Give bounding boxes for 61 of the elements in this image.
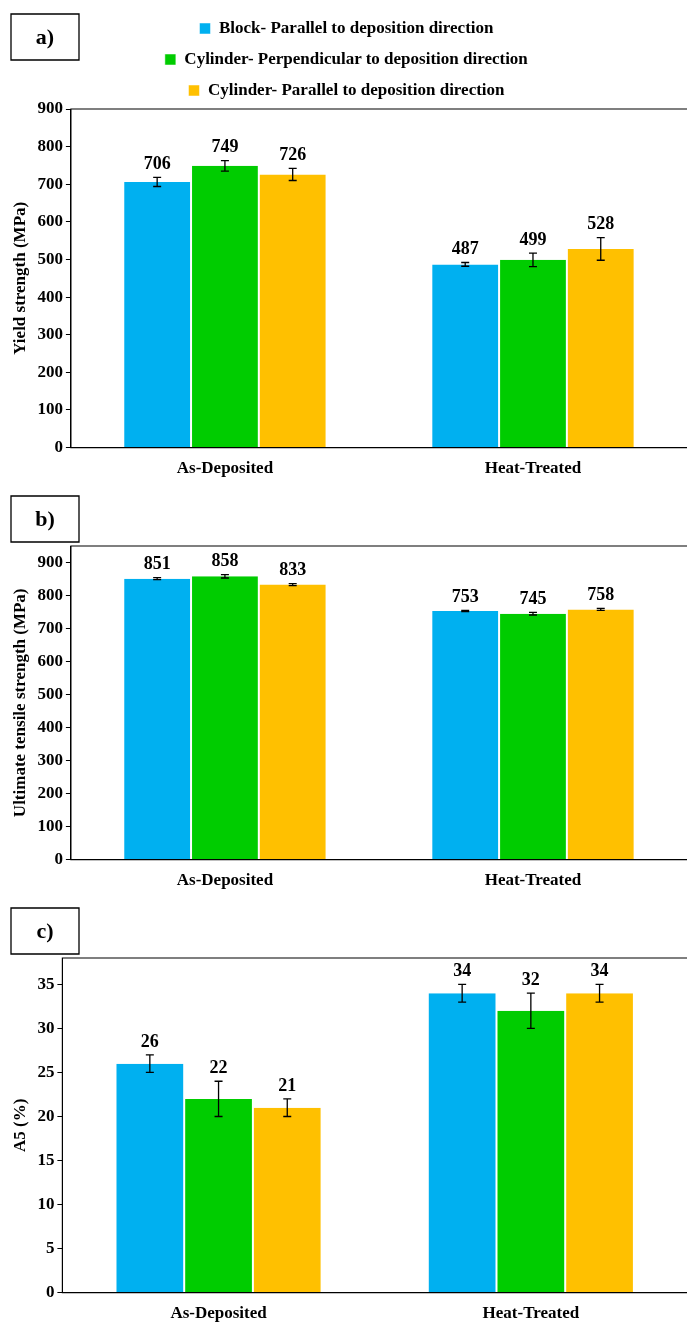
x-tick-label: As-Deposited [176,870,274,890]
data-label: 34 [590,960,609,981]
data-label: 22 [209,1056,228,1077]
y-tick-label: 400 [37,286,63,306]
y-tick-label: 10 [37,1193,55,1213]
y-tick-label: 300 [37,749,63,769]
y-tick-label: 800 [37,136,63,156]
data-label: 749 [211,136,239,157]
y-tick-label: 0 [54,848,63,868]
y-tick-label: 700 [37,173,63,193]
y-tick-label: 0 [45,1281,55,1301]
x-tick-label: As-Deposited [176,458,274,478]
data-label: 528 [587,213,615,234]
x-tick-label: Heat-Treated [484,870,582,890]
y-tick-label: 30 [37,1017,55,1037]
y-axis-title: Ultimate tensile strength (MPa) [9,588,29,818]
data-label: 858 [211,550,239,571]
y-tick-label: 0 [54,436,63,456]
y-tick-label: 100 [37,815,63,835]
y-tick-label: 20 [37,1105,55,1125]
y-tick-label: 500 [37,683,63,703]
data-label: 32 [521,968,540,989]
data-label: 487 [451,238,479,259]
data-label: 34 [453,960,472,981]
y-tick-label: 25 [37,1061,55,1081]
y-tick-label: 600 [37,211,63,231]
data-label: 758 [587,584,615,605]
data-label: 26 [140,1030,159,1051]
legend-label: Cylinder- Parallel to deposition direction [207,79,506,99]
legend-label: Block- Parallel to deposition direction [219,17,495,37]
data-label: 745 [519,588,547,609]
y-axis-title: A5 (%) [9,1098,29,1152]
data-label: 726 [279,144,307,165]
data-label: 753 [451,586,479,607]
x-tick-label: Heat-Treated [482,1303,580,1323]
data-label: 706 [143,153,171,174]
y-tick-label: 5 [45,1237,55,1257]
data-label: 499 [519,228,547,249]
chart-title: a) [35,23,55,49]
chart-title: b) [35,505,55,531]
y-tick-label: 200 [37,782,63,802]
legend-label: Cylinder- Perpendicular to deposition direction [184,48,529,68]
data-label: 833 [279,559,307,580]
y-tick-label: 200 [37,361,63,381]
data-label: 851 [143,553,171,574]
x-tick-label: As-Deposited [170,1303,268,1323]
y-tick-label: 900 [37,551,63,571]
y-tick-label: 400 [37,716,63,736]
y-tick-label: 900 [37,98,63,118]
y-tick-label: 100 [37,399,63,419]
y-axis-title: Yield strength (MPa) [9,201,29,355]
chart-title: c) [36,917,54,943]
y-tick-label: 15 [37,1149,55,1169]
y-tick-label: 700 [37,617,63,637]
y-tick-label: 35 [37,973,55,993]
data-label: 21 [278,1074,297,1095]
y-tick-label: 300 [37,324,63,344]
y-tick-label: 500 [37,248,63,268]
y-tick-label: 800 [37,584,63,604]
x-tick-label: Heat-Treated [484,458,582,478]
y-tick-label: 600 [37,650,63,670]
